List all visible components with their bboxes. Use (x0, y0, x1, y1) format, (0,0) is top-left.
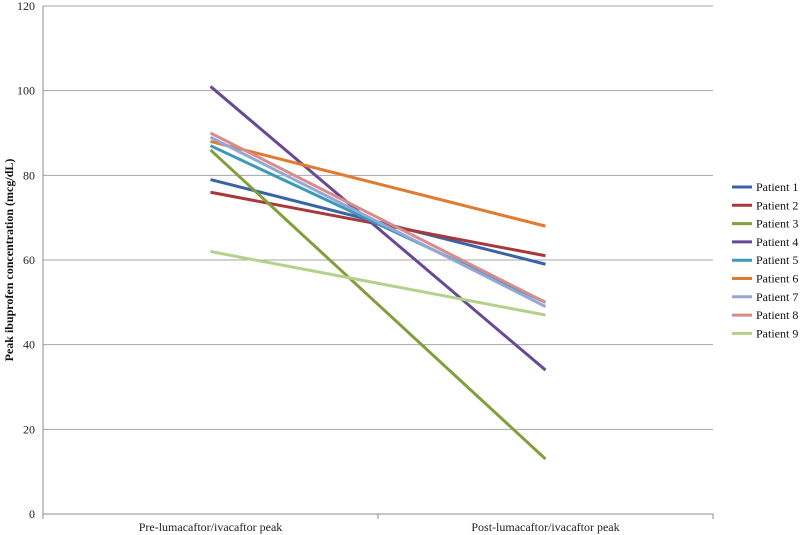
series-line-patient-4 (209, 85, 547, 372)
legend-label: Patient 5 (756, 253, 798, 267)
legend: Patient 1 Patient 2 Patient 3 Patient 4 Pati… (732, 180, 798, 340)
series-line-patient-7 (209, 135, 547, 308)
y-tick-label: 120 (17, 0, 35, 13)
axes (42, 6, 714, 519)
y-tick-label: 60 (23, 253, 35, 267)
y-tick-label: 0 (29, 507, 35, 521)
legend-label: Patient 9 (756, 326, 798, 340)
gridlines (43, 5, 713, 430)
y-tick-label: 40 (23, 338, 35, 352)
x-tick-label: Pre-lumacaftor/ivacaftor peak (139, 520, 283, 534)
legend-label: Patient 7 (756, 290, 798, 304)
series-line-patient-5 (209, 144, 547, 304)
legend-label: Patient 1 (756, 180, 798, 194)
x-tick-labels: Pre-lumacaftor/ivacaftor peak Post-lumaca… (139, 520, 620, 534)
series-lines (209, 85, 547, 461)
series-line-patient-6 (210, 140, 546, 228)
series-line-patient-8 (209, 131, 547, 304)
legend-label: Patient 3 (756, 217, 798, 231)
y-axis-title: Peak ibuprofen concentration (mcg/dL) (2, 159, 16, 362)
legend-label: Patient 2 (756, 198, 798, 212)
x-tick-label: Post-lumacaftor/ivacaftor peak (471, 520, 619, 534)
series-line-patient-9 (210, 250, 546, 317)
y-tick-labels: 0 20 40 60 80 100 120 (17, 0, 35, 521)
y-tick-label: 80 (23, 168, 35, 182)
legend-label: Patient 6 (756, 272, 798, 286)
y-tick-label: 20 (23, 422, 35, 436)
y-tick-label: 100 (17, 84, 35, 98)
legend-label: Patient 4 (756, 235, 798, 249)
series-line-patient-3 (209, 148, 547, 461)
legend-label: Patient 8 (756, 308, 798, 322)
